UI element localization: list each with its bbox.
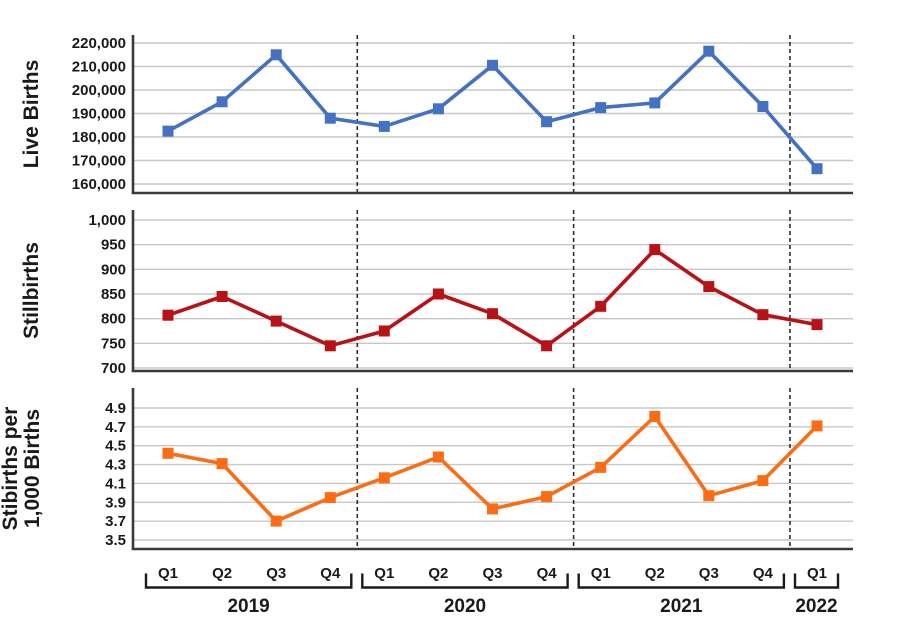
- stillbirths-marker: [378, 325, 390, 337]
- stillbirth-rate-marker: [757, 475, 769, 487]
- stillbirth-rate-marker: [811, 420, 823, 432]
- stillbirth-rate-marker: [487, 503, 498, 515]
- stillbirth-rate-marker: [595, 461, 607, 473]
- stillbirth-rate-axis-title: Stibirths per1,000 Births: [0, 407, 44, 531]
- live-births-marker: [378, 120, 390, 132]
- quarter-label: Q1: [807, 565, 827, 582]
- stillbirths-marker: [541, 340, 553, 352]
- y-tick-label: 220,000: [72, 35, 126, 52]
- live-births-marker: [541, 116, 553, 128]
- panel-stillbirths: 1,000 950 900 850 800 750 700 Stillbirths: [20, 210, 853, 377]
- stillbirth-rate-marker: [324, 492, 336, 504]
- quarter-label: Q4: [320, 565, 341, 582]
- quarter-label: Q3: [266, 565, 286, 582]
- stillbirths-marker: [487, 308, 498, 320]
- panel-live-births: 220,000 210,000 200,000 190,000 180,000 170,0…: [20, 35, 853, 195]
- live-births-marker: [703, 45, 715, 57]
- panel-stillbirth-rate: 4.9 4.7 4.5 4.34.1 3.9 3.7 3.5 Stibirths per1,0…: [0, 388, 853, 551]
- y-tick-label: 200,000: [72, 82, 126, 99]
- live-births-marker: [757, 101, 769, 112]
- stillbirths-marker: [324, 340, 336, 352]
- quarter-label: Q1: [374, 565, 394, 582]
- stillbirths-marker: [270, 315, 282, 327]
- quarter-label: Q3: [482, 565, 502, 582]
- y-tick-label: 4.1: [105, 475, 126, 492]
- stillbirth-rate-marker: [270, 515, 282, 527]
- year-label: 2021: [660, 596, 703, 617]
- stillbirth-rate-marker: [216, 458, 228, 470]
- live-births-marker: [595, 102, 607, 114]
- year-bracket: [144, 573, 353, 589]
- y-tick-label: 1,000: [88, 212, 126, 229]
- live-births-marker: [270, 49, 282, 61]
- stillbirth-rate-marker: [432, 451, 444, 463]
- stillbirths-axis-title: Stillbirths: [20, 242, 43, 339]
- quarter-label: Q2: [212, 565, 232, 582]
- live-births-marker: [487, 59, 498, 71]
- y-tick-label: 160,000: [72, 176, 126, 193]
- stillbirth-rate-marker: [162, 447, 174, 459]
- stillbirths-marker: [432, 288, 444, 300]
- y-tick-label: 4.3: [105, 457, 126, 474]
- y-tick-label: 180,000: [72, 129, 126, 146]
- quarter-label: Q1: [158, 565, 178, 582]
- y-tick-label: 4.7: [105, 419, 126, 436]
- stillbirths-marker: [162, 309, 174, 321]
- stillbirth-rate-marker: [703, 490, 715, 502]
- y-tick-label: 3.7: [105, 513, 126, 530]
- live-births-marker: [216, 96, 228, 108]
- stillbirth-rate-marker: [378, 472, 390, 484]
- y-tick-label: 800: [101, 311, 126, 328]
- live-births-marker: [162, 125, 174, 137]
- quarter-label: Q2: [428, 565, 448, 582]
- stillbirths-line: [167, 247, 818, 348]
- stillbirths-marker: [595, 300, 607, 312]
- y-tick-label: 3.5: [105, 532, 126, 549]
- year-label: 2019: [227, 596, 269, 617]
- stillbirths-marker: [811, 319, 823, 331]
- stillbirth-rate-marker: [649, 411, 661, 422]
- y-tick-label: 900: [101, 261, 126, 278]
- y-tick-label: 4.5: [105, 438, 126, 455]
- y-tick-label: 190,000: [72, 106, 126, 123]
- quarter-label: Q1: [591, 565, 611, 582]
- y-tick-label: 210,000: [72, 59, 126, 76]
- stillbirths-marker: [703, 281, 715, 293]
- quarter-label: Q4: [753, 565, 774, 582]
- year-label: 2020: [444, 596, 486, 617]
- quarter-label: Q3: [699, 565, 719, 582]
- year-bracket: [793, 573, 840, 589]
- y-tick-label: 3.9: [105, 494, 126, 511]
- live-births-axis-title: Live Births: [20, 60, 43, 169]
- stillbirth-rate-marker: [541, 491, 553, 503]
- y-tick-label: 950: [101, 237, 126, 254]
- live-births-marker: [432, 103, 444, 115]
- quarter-label: Q4: [537, 565, 558, 582]
- year-bracket: [577, 573, 786, 589]
- live-births-marker: [811, 163, 823, 175]
- x-axis: Q1 Q2 Q3 Q4 Q1 Q2 Q3 Q4 Q1 Q2 Q3 Q4 Q1 2019 2020 2021 20…: [144, 565, 840, 617]
- year-bracket: [361, 573, 569, 589]
- y-tick-label: 850: [101, 286, 126, 303]
- stillbirths-marker: [216, 291, 228, 302]
- live-births-marker: [649, 97, 661, 109]
- quarter-label: Q2: [645, 565, 665, 582]
- y-tick-label: 700: [101, 360, 126, 377]
- y-tick-label: 750: [101, 335, 126, 352]
- year-label: 2022: [795, 596, 837, 617]
- y-tick-label: 170,000: [72, 153, 126, 170]
- stillbirths-marker: [757, 309, 769, 321]
- live-births-marker: [324, 112, 336, 124]
- y-tick-label: 4.9: [105, 400, 126, 417]
- stillbirths-marker: [649, 244, 661, 256]
